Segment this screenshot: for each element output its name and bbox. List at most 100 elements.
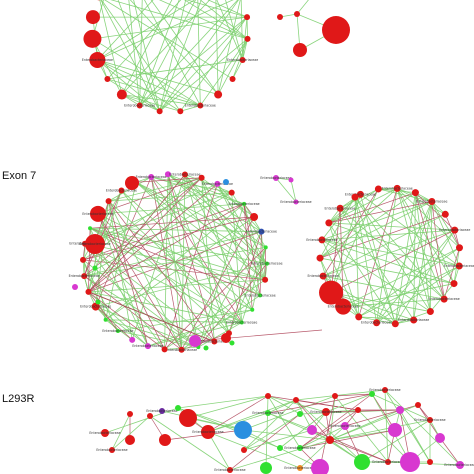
l293r-edge	[187, 395, 269, 419]
l293r-node: Enterobacteriaceae	[444, 461, 474, 469]
exon7-right-node-circle	[410, 316, 418, 324]
l293r-node	[354, 454, 370, 470]
exon7-right-node: Enterobacteriaceae	[361, 319, 392, 327]
exon7-left-node-label: Enterobacteriaceae	[199, 340, 230, 344]
l293r-node	[297, 411, 303, 417]
exon7-right-edge	[431, 201, 460, 248]
exon7-left-edge	[121, 190, 230, 334]
exon7-fan-edge	[88, 183, 218, 293]
exon7-right-edge	[321, 201, 433, 241]
exon7-left-node: Enterobacteriaceae	[136, 173, 167, 180]
exon7-left-node-large-label: Enterobacteriaceae	[79, 242, 110, 246]
l293r-node	[355, 407, 361, 413]
exon7-right-edge	[415, 192, 445, 300]
exon7-left-node-circle	[103, 317, 108, 322]
l293r-node-circle	[277, 445, 283, 451]
l293r-node	[435, 433, 445, 443]
exon7-right-edge	[328, 201, 432, 224]
exon7-left-node-circle	[242, 201, 247, 206]
exon7-left-node	[262, 276, 269, 283]
exon7-right-edge	[415, 192, 455, 284]
exon7-left-node-circle	[250, 212, 259, 221]
exon7-right-node	[355, 313, 363, 321]
exon7-right-node-circle	[336, 204, 344, 212]
exon7-right-edge	[321, 239, 460, 267]
exon7-left-edge	[84, 192, 232, 245]
top-cluster-edge	[144, 0, 201, 106]
exon7-right-node-label: Enterobacteriaceae	[416, 200, 447, 204]
exon7-left-edge	[151, 176, 245, 205]
l293r-edge	[299, 393, 373, 449]
top-cluster-edge	[107, 78, 201, 106]
top-node	[177, 108, 184, 115]
exon7-right-edge	[358, 316, 414, 321]
exon7-left-edge	[135, 181, 266, 281]
l293r-edge	[267, 395, 327, 413]
exon7-left-edge	[217, 183, 268, 264]
l293r-node-circle	[382, 387, 388, 393]
top-node	[229, 75, 236, 82]
exon7-left-node	[228, 189, 235, 196]
exon7-left-edge	[105, 319, 199, 348]
exon7-right-edge	[330, 292, 414, 321]
exon7-right-node	[455, 244, 463, 252]
l293r-node-circle	[297, 465, 303, 471]
exon7-right-edge	[415, 192, 455, 231]
exon7-left-edge	[90, 216, 255, 229]
l293r-node	[175, 405, 181, 411]
top-node-circle	[229, 75, 236, 82]
exon7-left-node: Enterobacteriaceae	[226, 320, 257, 325]
l293r-node: Enterobacteriaceae	[369, 387, 401, 393]
l293r-node	[159, 434, 171, 446]
l293r-node-label: Enterobacteriaceae	[96, 448, 127, 452]
top-cluster-edge	[184, 0, 248, 40]
exon7-left-edge	[88, 291, 242, 323]
top-node-label: Enterobacteriaceae	[124, 104, 155, 108]
l293r-edge	[111, 415, 151, 451]
exon7-right-edge	[321, 239, 360, 318]
exon7-right-edge	[354, 196, 396, 324]
l293r-node	[388, 423, 402, 437]
exon7-left-node: Enterobacteriaceae	[199, 338, 230, 345]
exon7-right-node	[374, 185, 382, 193]
exon7-left-edge	[88, 190, 122, 293]
top-node	[244, 14, 251, 21]
exon7-left-edge	[201, 177, 243, 323]
exon7-left-edge	[97, 213, 261, 296]
l293r-node: Enterobacteriaceae	[329, 422, 361, 430]
exon7-fan-edge	[88, 174, 186, 293]
top-node-circle	[239, 56, 246, 63]
exon7-right-node-circle	[393, 184, 401, 192]
exon7-right-edge	[354, 197, 360, 317]
exon7-left-edge	[164, 174, 169, 350]
exon7-right-edge	[321, 239, 455, 284]
l293r-edge	[299, 409, 359, 449]
exon7-right-node-circle	[441, 210, 449, 218]
exon7-triad-node: Enterobacteriaceae	[260, 175, 292, 181]
top-cluster-edge	[185, 0, 248, 18]
l293r-edge	[371, 393, 396, 431]
exon7-outlier-node-circle	[203, 345, 209, 351]
exon7-right-node-label: Enterobacteriaceae	[325, 206, 356, 210]
l293r-node	[332, 393, 338, 399]
top-cluster-edge	[159, 38, 248, 112]
l293r-node: Enterobacteriaceae	[252, 410, 284, 416]
exon7-left-node-circle	[239, 320, 244, 325]
exon7-left-node	[198, 174, 205, 181]
l293r-node-label: Enterobacteriaceae	[369, 388, 400, 392]
l293r-node-circle	[307, 425, 317, 435]
exon7-left-edge	[164, 183, 218, 350]
top-cluster-edge	[215, 0, 219, 95]
exon7-left-edge	[84, 243, 242, 323]
l293r-node-circle	[109, 447, 115, 453]
exon7-right-node: Enterobacteriaceae	[439, 226, 470, 234]
exon7-right-node-circle	[440, 295, 448, 303]
exon7-right-node	[316, 254, 324, 262]
l293r-edge	[187, 417, 244, 431]
exon7-left-node-circle	[198, 174, 205, 181]
exon7-right-edge	[413, 201, 433, 321]
l293r-node-circle	[427, 417, 433, 423]
exon7-left-edge	[84, 231, 262, 277]
l293r-edge	[299, 429, 396, 449]
